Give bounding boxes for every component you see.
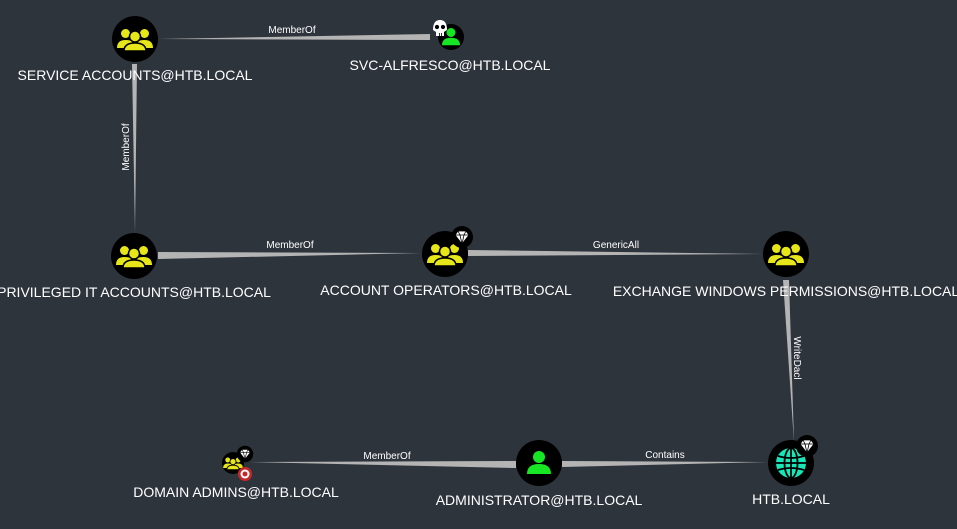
node-label: PRIVILEGED IT ACCOUNTS@HTB.LOCAL	[0, 284, 271, 300]
diamond-icon	[450, 225, 474, 249]
edge-writedacl-exchange-to-domain[interactable]: WriteDacl	[783, 280, 802, 442]
edge-memberof-svc-to-service[interactable]: MemberOf	[158, 25, 430, 40]
edge-label: MemberOf	[121, 123, 132, 170]
target-icon	[238, 467, 252, 481]
node-domain-admins[interactable]: DOMAIN ADMINS@HTB.LOCAL	[133, 445, 339, 500]
edge-genericall-account-operators-to-exchange[interactable]: GenericAll	[468, 240, 764, 256]
node-privileged-it-accounts[interactable]: PRIVILEGED IT ACCOUNTS@HTB.LOCAL	[0, 233, 271, 300]
edge-label: MemberOf	[266, 240, 313, 251]
node-htb-local[interactable]: HTB.LOCAL	[752, 434, 830, 507]
diamond-icon	[795, 434, 819, 458]
node-service-accounts[interactable]: SERVICE ACCOUNTS@HTB.LOCAL	[18, 16, 253, 83]
edge-memberof-administrator-to-domain-admins[interactable]: MemberOf	[250, 451, 516, 468]
edge-contains-domain-to-administrator[interactable]: Contains	[562, 450, 768, 467]
edge-label: Contains	[645, 450, 684, 461]
node-administrator[interactable]: ADMINISTRATOR@HTB.LOCAL	[436, 440, 643, 508]
edge-label: GenericAll	[593, 240, 639, 251]
edge-label: MemberOf	[363, 451, 410, 462]
node-svc-alfresco[interactable]: SVC-ALFRESCO@HTB.LOCAL	[350, 20, 551, 73]
edge-label: WriteDacl	[791, 336, 802, 379]
node-exchange-windows-permissions[interactable]: EXCHANGE WINDOWS PERMISSIONS@HTB.LOCAL	[613, 231, 957, 299]
diamond-icon	[236, 445, 254, 463]
node-label: EXCHANGE WINDOWS PERMISSIONS@HTB.LOCAL	[613, 283, 957, 299]
edge-memberof-service-to-privileged[interactable]: MemberOf	[121, 64, 137, 233]
node-label: DOMAIN ADMINS@HTB.LOCAL	[133, 484, 339, 500]
edge-memberof-privileged-to-account-operators[interactable]: MemberOf	[158, 240, 422, 259]
node-label: HTB.LOCAL	[752, 491, 830, 507]
node-label: ADMINISTRATOR@HTB.LOCAL	[436, 492, 643, 508]
node-label: SERVICE ACCOUNTS@HTB.LOCAL	[18, 67, 253, 83]
node-label: SVC-ALFRESCO@HTB.LOCAL	[350, 57, 551, 73]
edge-label: MemberOf	[268, 25, 315, 36]
node-account-operators[interactable]: ACCOUNT OPERATORS@HTB.LOCAL	[320, 225, 572, 298]
node-label: ACCOUNT OPERATORS@HTB.LOCAL	[320, 282, 572, 298]
